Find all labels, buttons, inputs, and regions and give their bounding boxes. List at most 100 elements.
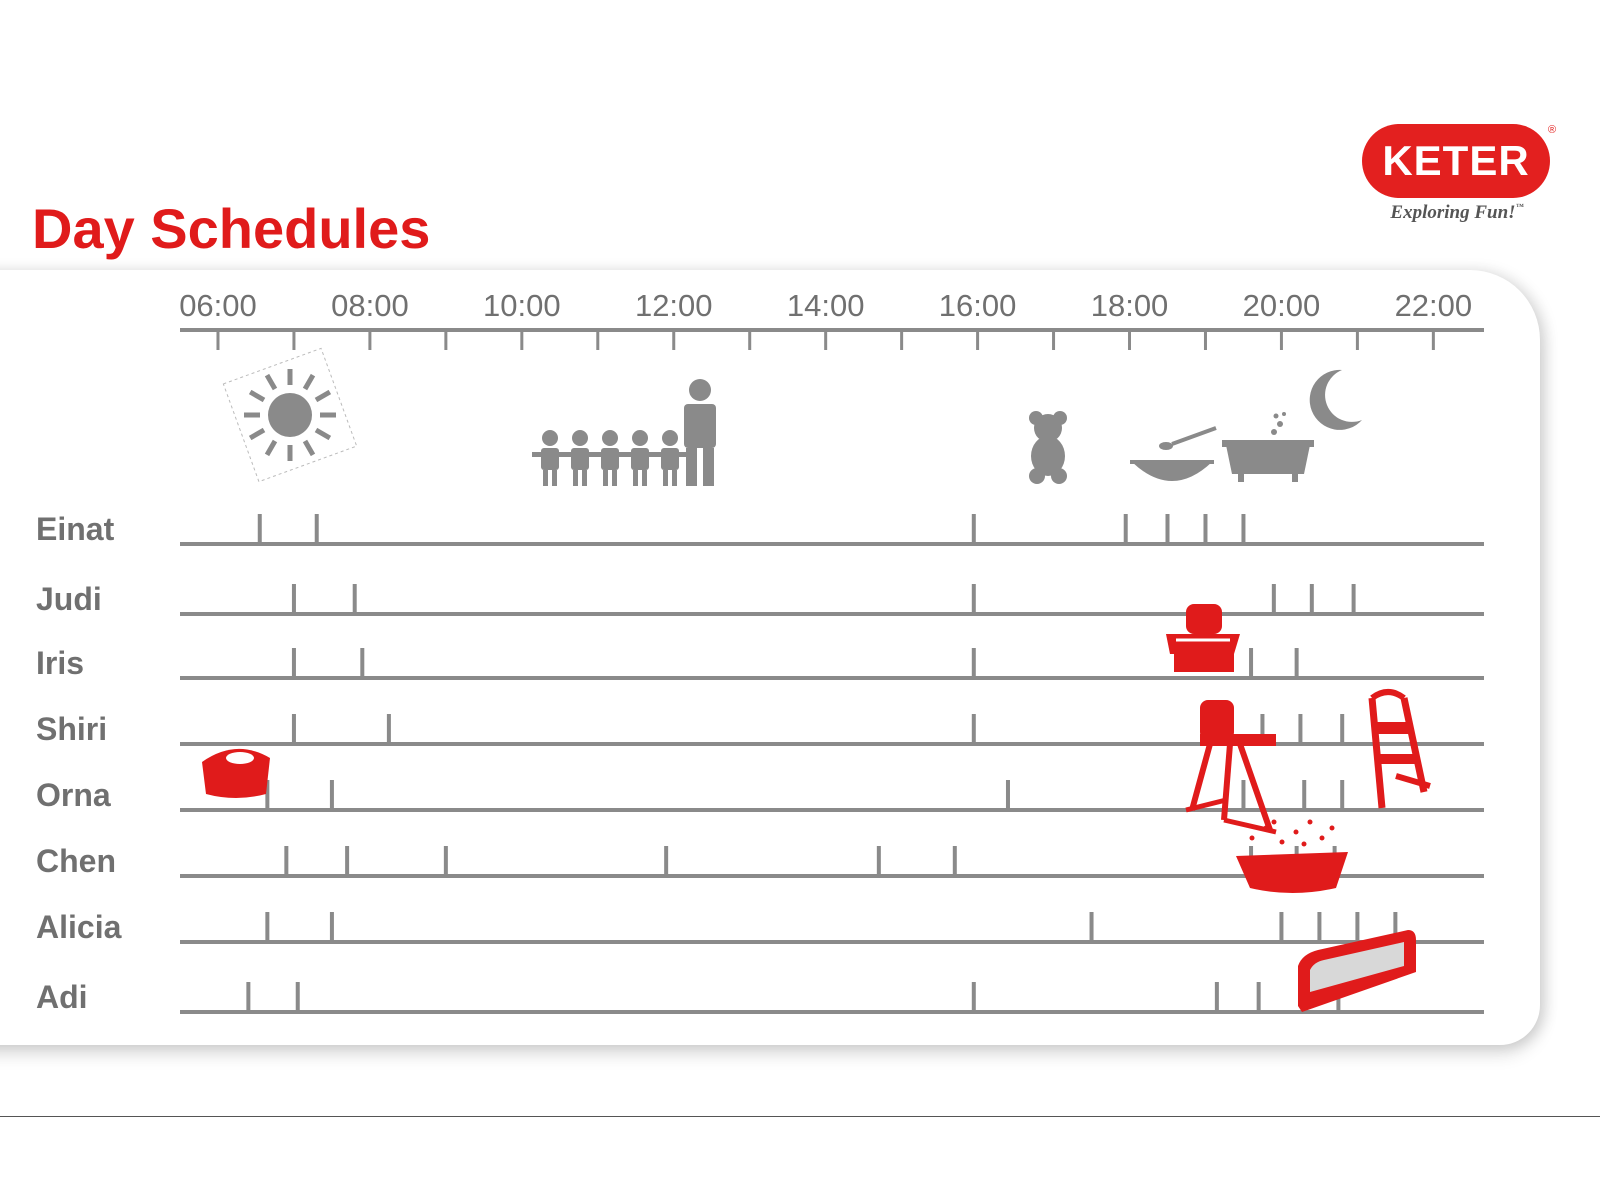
bowl — [1132, 462, 1212, 481]
x-tick-label: 20:00 — [1243, 288, 1321, 323]
booster-seat-icon — [1166, 604, 1240, 672]
ladder-step — [1374, 722, 1410, 734]
children-group-icon — [532, 379, 716, 486]
registered-mark: ® — [1548, 124, 1557, 136]
schedule-row: Adi — [36, 979, 1484, 1015]
ladder-top — [1370, 689, 1406, 701]
child-arms — [622, 452, 658, 457]
child-head — [662, 430, 678, 446]
sun-ray — [302, 373, 316, 391]
bear-body — [1031, 436, 1065, 476]
sun-icon — [222, 347, 358, 483]
x-tick-label: 14:00 — [787, 288, 865, 323]
footer-divider — [0, 1116, 1600, 1117]
ladder-rail — [1400, 697, 1428, 793]
page-title: Day Schedules — [32, 197, 431, 260]
child-head — [632, 430, 648, 446]
logo-tagline-text: Exploring Fun! — [1390, 202, 1516, 223]
child-leg — [543, 470, 548, 486]
bubble — [1271, 429, 1277, 435]
bath-bubble — [1271, 819, 1277, 825]
sun-ray — [302, 439, 316, 457]
child-leg — [573, 470, 578, 486]
tub-foot — [1238, 474, 1244, 482]
ladder-brace — [1395, 773, 1431, 789]
bubble — [1282, 412, 1286, 416]
sun-ray — [248, 427, 266, 441]
chair-back — [1200, 700, 1234, 740]
step-stool-potty-icon — [1368, 689, 1431, 809]
child-leg — [633, 470, 638, 486]
potty-icon — [202, 748, 270, 798]
bath-bubble — [1293, 829, 1299, 835]
schedule-row: Alicia — [36, 909, 1484, 945]
bed-rail-icon — [1298, 930, 1416, 1012]
x-tick-label: 22:00 — [1395, 288, 1473, 323]
child-leg — [552, 470, 557, 486]
bath-bubble — [1329, 825, 1335, 831]
bubble — [1277, 421, 1283, 427]
chair-tray — [1200, 734, 1276, 746]
row-label: Einat — [36, 511, 115, 547]
child-leg — [672, 470, 677, 486]
row-label: Orna — [36, 777, 111, 813]
spoon-handle — [1171, 426, 1217, 446]
sun-frame — [222, 347, 358, 483]
tub-foot — [1292, 474, 1298, 482]
ladder-rail — [1368, 697, 1386, 809]
seat-back — [1186, 604, 1222, 634]
child-leg — [642, 470, 647, 486]
schedule-row: Iris — [36, 645, 1484, 681]
adult-body — [684, 404, 716, 448]
tub-body — [1226, 445, 1310, 474]
schedule-row: Judi — [36, 581, 1484, 617]
ladder-step — [1378, 754, 1416, 764]
x-tick-label: 18:00 — [1091, 288, 1169, 323]
child-leg — [612, 470, 617, 486]
schedule-row: Einat — [36, 511, 1484, 547]
row-label: Iris — [36, 645, 84, 681]
bear-foot — [1051, 468, 1067, 484]
bath-bubble — [1279, 839, 1285, 845]
moon-icon — [1309, 369, 1362, 430]
child-arms — [592, 452, 628, 457]
bath-bubble — [1319, 835, 1325, 841]
chair-leg — [1189, 743, 1213, 811]
logo-wordmark: KETER — [1362, 124, 1550, 198]
keter-logo: KETER ® Exploring Fun!™ — [1362, 124, 1556, 224]
child-leg — [603, 470, 608, 486]
bath-bubble — [1249, 835, 1255, 841]
potty-body — [202, 748, 270, 798]
row-label: Chen — [36, 843, 116, 879]
bathtub-icon — [1222, 412, 1314, 482]
trademark-mark: ™ — [1515, 202, 1524, 211]
bear-head — [1034, 414, 1062, 442]
high-chair-icon — [1185, 700, 1277, 835]
bath-bubble — [1301, 841, 1307, 847]
child-head — [572, 430, 588, 446]
x-tick-label: 12:00 — [635, 288, 713, 323]
child-body — [601, 448, 619, 470]
sun-ray — [264, 373, 278, 391]
x-tick-label: 16:00 — [939, 288, 1017, 323]
adult-head — [689, 379, 711, 401]
child-body — [571, 448, 589, 470]
sun-disc — [268, 393, 312, 437]
bath-bubble — [1263, 825, 1269, 831]
row-label: Shiri — [36, 711, 107, 747]
child-body — [661, 448, 679, 470]
bear-foot — [1029, 468, 1045, 484]
baby-bath-icon — [1236, 819, 1348, 893]
x-tick-label: 06:00 — [179, 288, 257, 323]
row-label: Alicia — [36, 909, 122, 945]
child-body — [631, 448, 649, 470]
tub-rim — [1222, 440, 1314, 447]
child-arms — [652, 452, 688, 457]
child-leg — [582, 470, 587, 486]
row-label: Judi — [36, 581, 102, 617]
sun-ray — [248, 389, 266, 403]
chair-leg — [1237, 743, 1273, 831]
bath-body — [1236, 852, 1348, 893]
moon-crescent — [1309, 369, 1362, 430]
